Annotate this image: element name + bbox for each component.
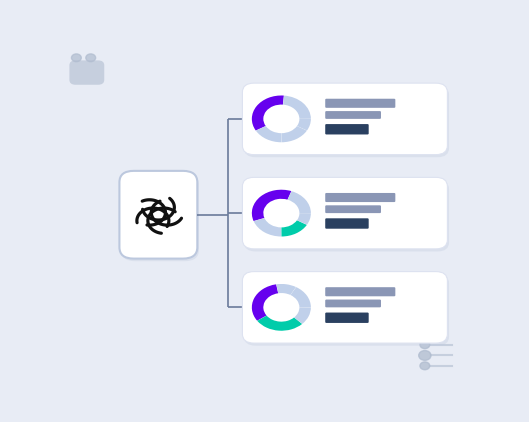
FancyBboxPatch shape xyxy=(242,272,448,343)
FancyBboxPatch shape xyxy=(244,274,449,346)
FancyBboxPatch shape xyxy=(244,180,449,252)
FancyBboxPatch shape xyxy=(121,173,199,261)
Wedge shape xyxy=(297,119,311,130)
Circle shape xyxy=(419,351,431,360)
Wedge shape xyxy=(256,126,281,142)
FancyBboxPatch shape xyxy=(120,171,197,259)
FancyBboxPatch shape xyxy=(325,218,369,229)
Wedge shape xyxy=(290,287,311,307)
Wedge shape xyxy=(252,190,291,221)
Wedge shape xyxy=(294,307,311,324)
FancyBboxPatch shape xyxy=(325,124,369,135)
Wedge shape xyxy=(281,126,307,142)
FancyBboxPatch shape xyxy=(325,193,395,202)
FancyBboxPatch shape xyxy=(242,177,448,249)
Circle shape xyxy=(71,54,81,62)
Wedge shape xyxy=(252,95,284,130)
Wedge shape xyxy=(254,218,281,236)
Wedge shape xyxy=(283,95,311,119)
Circle shape xyxy=(420,341,430,349)
Wedge shape xyxy=(288,191,311,213)
Circle shape xyxy=(420,362,430,370)
FancyBboxPatch shape xyxy=(325,313,369,323)
Wedge shape xyxy=(257,316,302,331)
FancyBboxPatch shape xyxy=(325,287,395,296)
Wedge shape xyxy=(276,284,296,295)
Wedge shape xyxy=(252,284,278,321)
FancyBboxPatch shape xyxy=(325,300,381,307)
FancyBboxPatch shape xyxy=(69,60,104,85)
FancyBboxPatch shape xyxy=(244,86,449,157)
Circle shape xyxy=(86,54,96,62)
Wedge shape xyxy=(297,213,311,225)
FancyBboxPatch shape xyxy=(325,206,381,213)
FancyBboxPatch shape xyxy=(242,83,448,154)
Wedge shape xyxy=(281,220,307,236)
FancyBboxPatch shape xyxy=(325,111,381,119)
FancyBboxPatch shape xyxy=(325,99,395,108)
